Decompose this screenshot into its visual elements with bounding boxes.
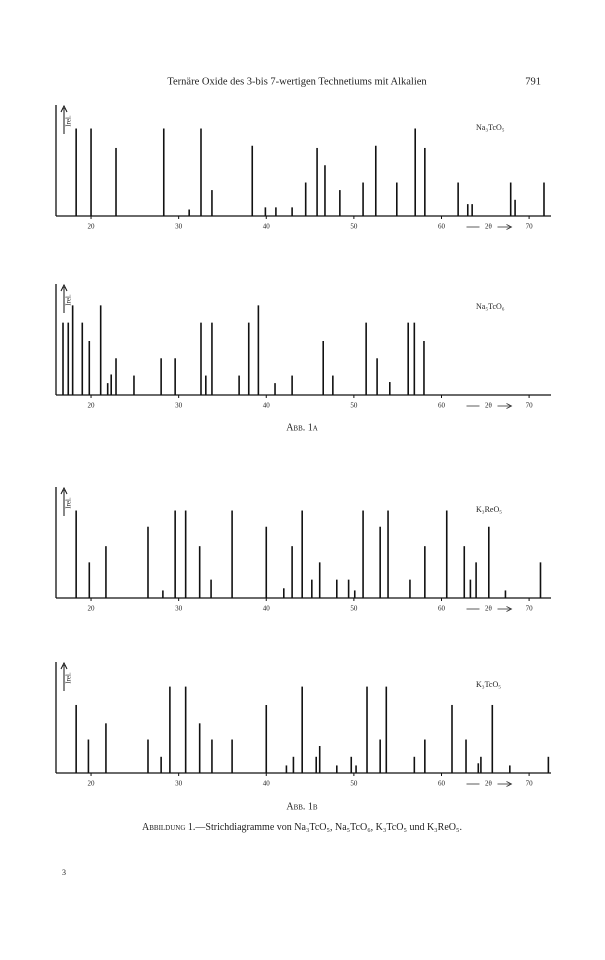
- x-tick-label: 40: [263, 780, 271, 788]
- x-tick-label: 20: [88, 402, 96, 410]
- x-tick-label: 70: [526, 223, 534, 231]
- x-tick-label: 50: [350, 402, 358, 410]
- compound-label: K₃TcO₅: [476, 680, 501, 689]
- y-axis-label: Irel.: [65, 294, 73, 306]
- caption-text: —Strichdiagramme von Na₃TcO₅, Na₅TcO₆, K…: [194, 822, 462, 833]
- x-tick-label: 70: [526, 780, 534, 788]
- x-tick-label: 50: [350, 780, 358, 788]
- x-tick-label: 50: [350, 605, 358, 613]
- compound-label: K₃ReO₅: [476, 505, 502, 514]
- x-tick-label: 30: [175, 780, 183, 788]
- caption: Abbildung 1.—Strichdiagramme von Na₃TcO₅…: [142, 822, 462, 833]
- x-tick-label: 30: [175, 223, 183, 231]
- x-tick-label: 30: [175, 605, 183, 613]
- x-axis-label: 2θ: [485, 780, 493, 788]
- y-arrow-head: [60, 661, 68, 670]
- y-arrow-head: [60, 104, 68, 113]
- y-arrow-head: [60, 283, 68, 292]
- y-arrow-head: [60, 486, 68, 495]
- x-tick-label: 40: [263, 605, 271, 613]
- compound-label: Na₃TcO₅: [476, 123, 505, 132]
- x-tick-label: 20: [88, 780, 96, 788]
- x-arrow-head: [506, 403, 513, 409]
- x-tick-label: 60: [438, 223, 446, 231]
- x-arrow-head: [506, 606, 513, 612]
- x-tick-label: 30: [175, 402, 183, 410]
- page-number: 791: [525, 76, 541, 87]
- footer: 3: [62, 868, 66, 877]
- y-axis-label: Irel.: [65, 115, 73, 127]
- x-tick-label: 50: [350, 223, 358, 231]
- x-tick-label: 40: [263, 402, 271, 410]
- y-axis-label: Irel.: [65, 672, 73, 684]
- x-arrow-head: [506, 781, 513, 787]
- figure-label: Abb. 1a: [286, 422, 318, 433]
- x-axis-label: 2θ: [485, 223, 493, 231]
- x-tick-label: 60: [438, 402, 446, 410]
- x-tick-label: 40: [263, 223, 271, 231]
- x-arrow-head: [506, 224, 513, 230]
- x-tick-label: 70: [526, 402, 534, 410]
- x-tick-label: 60: [438, 780, 446, 788]
- caption-label: Abbildung 1.: [142, 822, 195, 833]
- compound-label: Na₅TcO₆: [476, 302, 505, 311]
- x-tick-label: 70: [526, 605, 534, 613]
- running-title: Ternäre Oxide des 3-bis 7-wertigen Techn…: [167, 76, 427, 87]
- x-axis-label: 2θ: [485, 402, 493, 410]
- x-tick-label: 60: [438, 605, 446, 613]
- x-tick-label: 20: [88, 605, 96, 613]
- x-tick-label: 20: [88, 223, 96, 231]
- y-axis-label: Irel.: [65, 497, 73, 509]
- figure-label: Abb. 1b: [286, 801, 318, 812]
- x-axis-label: 2θ: [485, 605, 493, 613]
